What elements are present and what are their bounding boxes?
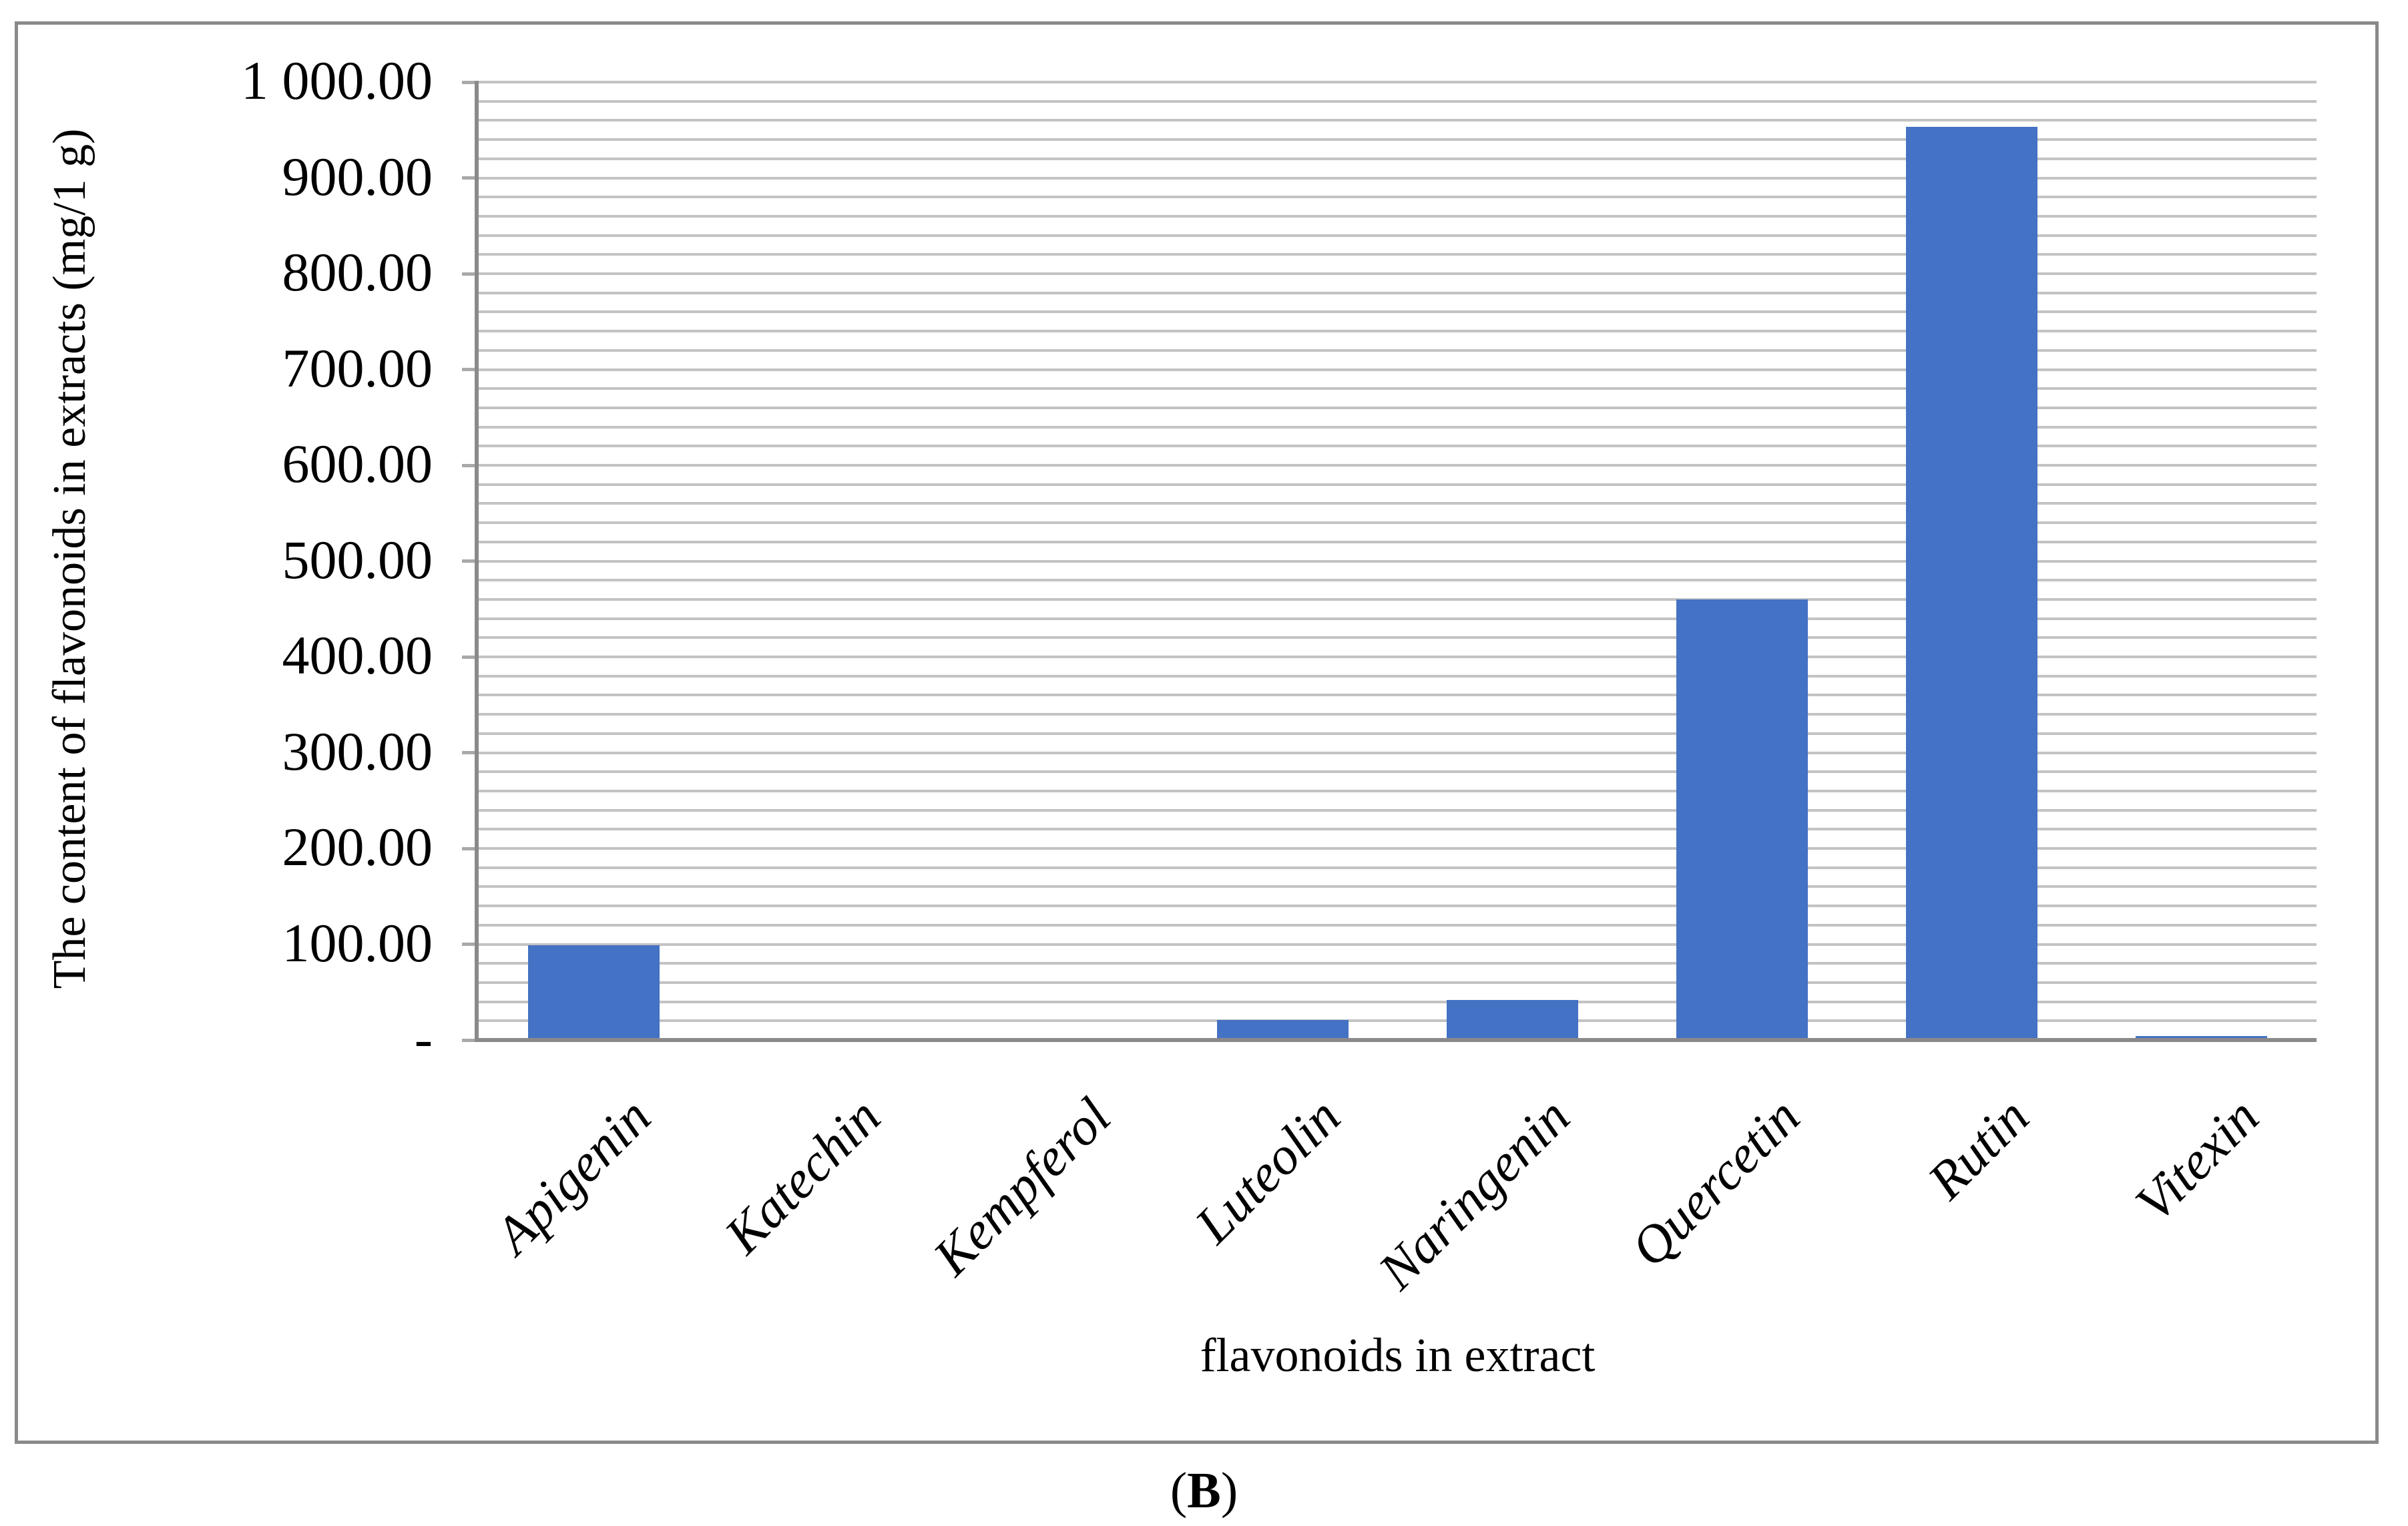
gridline [479, 521, 2317, 525]
gridline [479, 406, 2317, 409]
y-axis-tick-mark [462, 368, 479, 371]
gridline [479, 905, 2317, 908]
category-label-katechin: Katechin [714, 1087, 893, 1266]
y-axis-tick-label: 900.00 [282, 146, 433, 207]
category-label-luteolin: Luteolin [1184, 1087, 1352, 1255]
gridline [479, 981, 2317, 984]
gridline [479, 923, 2317, 927]
y-axis-tick-mark [462, 272, 479, 276]
gridline [479, 310, 2317, 314]
gridline [479, 559, 2317, 563]
y-axis-tick-mark [462, 463, 479, 467]
y-axis-tick-label: - [414, 1008, 433, 1069]
y-axis-tick-mark [462, 80, 479, 84]
gridline [479, 943, 2317, 946]
gridline [479, 483, 2317, 486]
gridline [479, 597, 2317, 601]
gridline [479, 579, 2317, 582]
gridline [479, 751, 2317, 754]
y-axis-tick-labels: - 100.00 200.00 300.00 400.00 500.00 600.00 700… [18, 25, 433, 1441]
category-label-apigenin: Apigenin [484, 1087, 662, 1266]
gridline [479, 789, 2317, 792]
gridline [479, 196, 2317, 199]
gridline [479, 962, 2317, 965]
bar-naringenin [1447, 1000, 1578, 1040]
gridline [479, 99, 2317, 103]
category-label-rutin: Rutin [1917, 1087, 2041, 1211]
y-axis-line [475, 81, 479, 1040]
y-axis-tick-mark [462, 176, 479, 180]
gridline [479, 656, 2317, 658]
x-axis-category-labels: Apigenin Katechin Kempferol Luteolin Naringe… [479, 1087, 2317, 1367]
y-axis-tick-mark [462, 655, 479, 659]
gridline [479, 368, 2317, 371]
category-label-naringenin: Naringenin [1367, 1087, 1582, 1301]
y-axis-tick-label: 500.00 [282, 529, 433, 590]
chart-border-frame: The content of flavonoids in extracts (m… [15, 21, 2379, 1444]
y-axis-tick-label: 300.00 [282, 720, 433, 782]
gridline [479, 713, 2317, 716]
chart-area: The content of flavonoids in extracts (m… [18, 25, 2375, 1441]
gridline [479, 138, 2317, 142]
gridline [479, 502, 2317, 505]
gridline [479, 272, 2317, 275]
y-axis-tick-label: 800.00 [282, 242, 433, 303]
gridline [479, 387, 2317, 391]
gridline [479, 1000, 2317, 1003]
y-axis-tick-mark [462, 943, 479, 946]
gridline [479, 81, 2317, 83]
gridline [479, 234, 2317, 237]
gridline [479, 732, 2317, 735]
category-label-quercetin: Quercetin [1620, 1087, 1811, 1279]
gridline [479, 636, 2317, 640]
caption-close-paren: ) [1220, 1463, 1238, 1519]
gridline [479, 119, 2317, 122]
category-label-kempferol: Kempferol [922, 1087, 1122, 1287]
bar-rutin [1906, 127, 2037, 1040]
gridline [479, 330, 2317, 333]
bar-quercetin [1676, 599, 1808, 1040]
gridline [479, 885, 2317, 888]
y-axis-tick-mark [462, 559, 479, 563]
x-axis-title: flavonoids in extract [1200, 1328, 1596, 1382]
plot-area [462, 80, 2317, 1042]
category-label-vitexin: Vitexin [2124, 1087, 2270, 1233]
gridline [479, 674, 2317, 678]
y-axis-tick-label: 700.00 [282, 337, 433, 399]
gridline [479, 253, 2317, 256]
gridline [479, 828, 2317, 831]
gridline [479, 540, 2317, 543]
y-axis-tick-label: 600.00 [282, 433, 433, 495]
y-axis-tick-label: 200.00 [282, 816, 433, 878]
x-axis-baseline [475, 1038, 2317, 1042]
bar-apigenin [528, 945, 660, 1040]
caption-letter: B [1187, 1463, 1221, 1519]
gridline [479, 770, 2317, 774]
bar-luteolin [1217, 1020, 1349, 1040]
y-axis-tick-label: 1 000.00 [241, 50, 433, 111]
figure-caption: (B) [0, 1462, 2408, 1520]
y-axis-tick-mark [462, 1038, 479, 1042]
gridline [479, 348, 2317, 352]
gridline [479, 291, 2317, 294]
gridline [479, 214, 2317, 218]
gridline [479, 425, 2317, 429]
gridline [479, 617, 2317, 620]
y-axis-tick-mark [462, 751, 479, 754]
gridline [479, 176, 2317, 180]
y-axis-tick-label: 400.00 [282, 625, 433, 686]
gridline [479, 1019, 2317, 1023]
gridline [479, 445, 2317, 448]
y-axis-tick-mark [462, 846, 479, 850]
caption-open-paren: ( [1170, 1463, 1188, 1519]
gridline [479, 808, 2317, 812]
gridline [479, 157, 2317, 160]
gridline [479, 847, 2317, 850]
y-axis-tick-label: 100.00 [282, 912, 433, 973]
gridline [479, 464, 2317, 467]
gridline [479, 866, 2317, 869]
gridline [479, 694, 2317, 697]
